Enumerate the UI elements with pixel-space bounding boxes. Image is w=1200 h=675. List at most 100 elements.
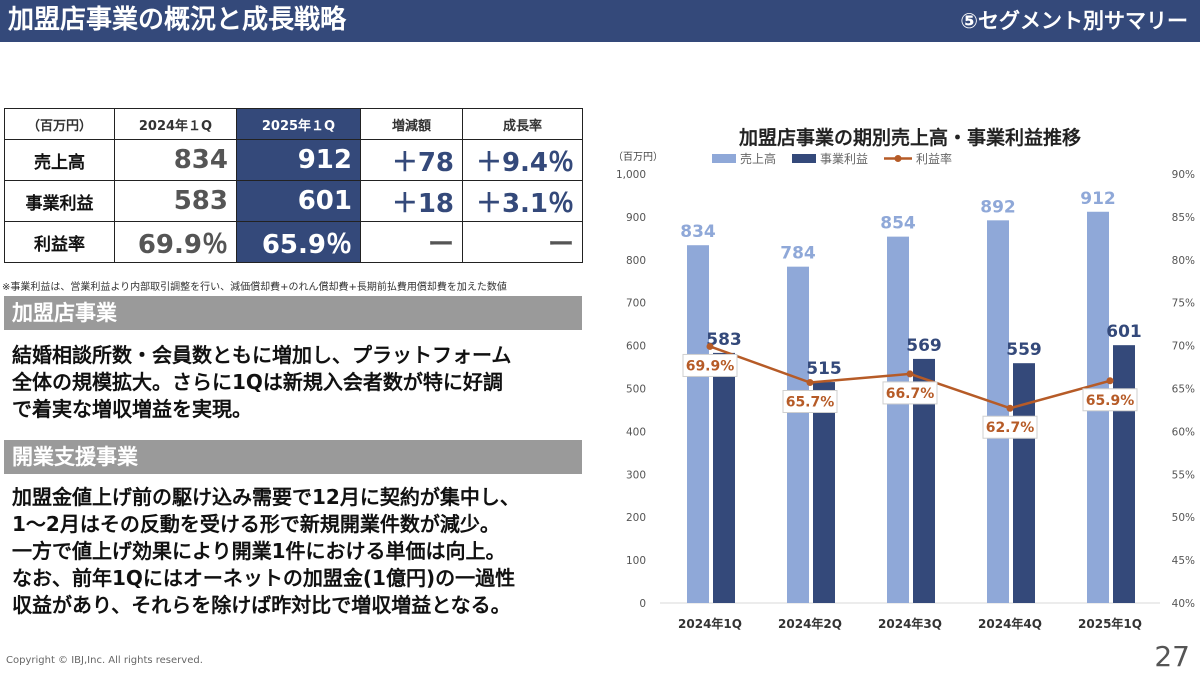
y2-tick-label: 65% — [1172, 384, 1195, 396]
bar-label-profit: 601 — [1106, 322, 1142, 342]
point-label-margin: 69.9% — [686, 358, 735, 374]
summary-table: （百万円） 2024年１Q 2025年１Q 増減額 成長率 売上高 834 91… — [4, 108, 583, 263]
point-label-margin: 65.7% — [786, 394, 835, 410]
page-title: 加盟店事業の概況と成長戦略 — [8, 4, 346, 36]
y2-tick-label: 55% — [1172, 469, 1195, 481]
cell-curr: 65.9％ — [237, 222, 361, 263]
y-tick-label: 500 — [626, 384, 646, 396]
y-tick-label: 900 — [626, 212, 646, 224]
cell-diff: ー — [361, 222, 463, 263]
bar-revenue — [987, 220, 1009, 603]
cell-diff: ＋18 — [361, 181, 463, 222]
revenue-profit-chart: 加盟店事業の期別売上高・事業利益推移 （百万円） 売上高 事業利益 利益率 0 100 200… — [600, 110, 1200, 640]
bar-profit — [1113, 345, 1135, 603]
table-unit-header: （百万円） — [5, 109, 115, 140]
y2-tick-label: 45% — [1172, 555, 1195, 567]
table-footnote: ※事業利益は、営業利益より内部取引調整を行い、減価償却費+のれん償却費+長期前払… — [2, 278, 507, 293]
table-col-diff: 増減額 — [361, 109, 463, 140]
row-label: 売上高 — [5, 140, 115, 181]
legend-swatch-revenue — [712, 154, 736, 163]
section-title: 開業支援事業 — [12, 443, 138, 471]
bar-profit — [713, 353, 735, 603]
section-body-startup-support: 加盟金値上げ前の駆け込み需要で12月に契約が集中し、 1～2月はその反動を受ける… — [12, 484, 582, 619]
bar-label-revenue: 854 — [880, 214, 916, 234]
table-col-rate: 成長率 — [463, 109, 583, 140]
y-tick-label: 600 — [626, 341, 646, 353]
legend-marker-margin — [895, 155, 902, 162]
legend-label-margin: 利益率 — [916, 151, 952, 166]
y-tick-label: 300 — [626, 469, 646, 481]
cell-prev: 834 — [115, 140, 237, 181]
bar-label-profit: 515 — [806, 359, 842, 379]
x-tick-label: 2024年3Q — [878, 616, 942, 631]
y2-tick-label: 80% — [1172, 255, 1195, 267]
x-tick-label: 2024年1Q — [678, 616, 742, 631]
row-label: 利益率 — [5, 222, 115, 263]
bar-label-revenue: 834 — [680, 222, 716, 242]
y-tick-label: 400 — [626, 426, 646, 438]
cell-diff: ＋78 — [361, 140, 463, 181]
bar-revenue — [687, 245, 709, 603]
copyright: Copyright © IBJ,Inc. All rights reserved… — [6, 655, 203, 666]
bar-label-profit: 559 — [1006, 340, 1042, 360]
point-margin — [707, 343, 714, 350]
body-line: なお、前年1Qにはオーネットの加盟金(1億円)の一過性 — [12, 565, 582, 592]
x-tick-label: 2024年2Q — [778, 616, 842, 631]
cell-prev: 583 — [115, 181, 237, 222]
x-tick-label: 2024年4Q — [978, 616, 1042, 631]
point-margin — [807, 379, 814, 386]
point-margin — [1007, 405, 1014, 412]
table-row: 利益率 69.9％ 65.9％ ー ー — [5, 222, 583, 263]
table-col-curr: 2025年１Q — [237, 109, 361, 140]
y-tick-label: 700 — [626, 298, 646, 310]
bar-profit — [813, 382, 835, 603]
y-tick-label: 1,000 — [616, 169, 646, 181]
bar-revenue — [887, 237, 909, 603]
header-bar: 加盟店事業の概況と成長戦略 ⑤セグメント別サマリー — [0, 0, 1200, 42]
point-margin — [907, 370, 914, 377]
y-tick-label: 100 — [626, 555, 646, 567]
y2-tick-label: 90% — [1172, 169, 1195, 181]
cell-curr: 601 — [237, 181, 361, 222]
bar-label-revenue: 892 — [980, 197, 1016, 217]
row-label: 事業利益 — [5, 181, 115, 222]
bar-label-revenue: 784 — [780, 244, 816, 264]
cell-rate: ー — [463, 222, 583, 263]
chart-title: 加盟店事業の期別売上高・事業利益推移 — [738, 126, 1081, 149]
body-line: 一方で値上げ効果により開業1件における単価は向上。 — [12, 538, 582, 565]
cell-prev: 69.9％ — [115, 222, 237, 263]
page-number: 27 — [1154, 640, 1190, 673]
y2-tick-label: 50% — [1172, 512, 1195, 524]
cell-curr: 912 — [237, 140, 361, 181]
point-label-margin: 65.9% — [1086, 393, 1135, 409]
bar-label-profit: 569 — [906, 336, 942, 356]
body-line: 1～2月はその反動を受ける形で新規開業件数が減少。 — [12, 511, 582, 538]
bar-label-revenue: 912 — [1080, 189, 1116, 209]
y2-tick-label: 85% — [1172, 212, 1195, 224]
section-header-startup-support: 開業支援事業 — [4, 440, 582, 474]
y-tick-label: 0 — [639, 598, 646, 610]
y2-tick-label: 60% — [1172, 426, 1195, 438]
y2-tick-label: 75% — [1172, 298, 1195, 310]
legend-swatch-profit — [792, 154, 816, 163]
table-header-row: （百万円） 2024年１Q 2025年１Q 増減額 成長率 — [5, 109, 583, 140]
bar-revenue — [787, 267, 809, 603]
x-tick-label: 2025年1Q — [1078, 616, 1142, 631]
point-label-margin: 66.7% — [886, 386, 935, 402]
cell-rate: ＋3.1％ — [463, 181, 583, 222]
table-col-prev: 2024年１Q — [115, 109, 237, 140]
body-line: 加盟金値上げ前の駆け込み需要で12月に契約が集中し、 — [12, 484, 582, 511]
section-body-franchise: 結婚相談所数・会員数ともに増加し、プラットフォーム 全体の規模拡大。さらに1Qは… — [12, 342, 582, 423]
legend-label-profit: 事業利益 — [820, 152, 868, 166]
point-margin — [1107, 377, 1114, 384]
y2-tick-label: 70% — [1172, 341, 1195, 353]
y-tick-label: 200 — [626, 512, 646, 524]
table-row: 事業利益 583 601 ＋18 ＋3.1％ — [5, 181, 583, 222]
table-row: 売上高 834 912 ＋78 ＋9.4％ — [5, 140, 583, 181]
y2-tick-label: 40% — [1172, 598, 1195, 610]
section-label: ⑤セグメント別サマリー — [960, 8, 1188, 34]
point-label-margin: 62.7% — [986, 420, 1035, 436]
legend-label-revenue: 売上高 — [740, 151, 776, 166]
body-line: 結婚相談所数・会員数ともに増加し、プラットフォーム — [12, 342, 582, 369]
section-header-franchise: 加盟店事業 — [4, 296, 582, 330]
